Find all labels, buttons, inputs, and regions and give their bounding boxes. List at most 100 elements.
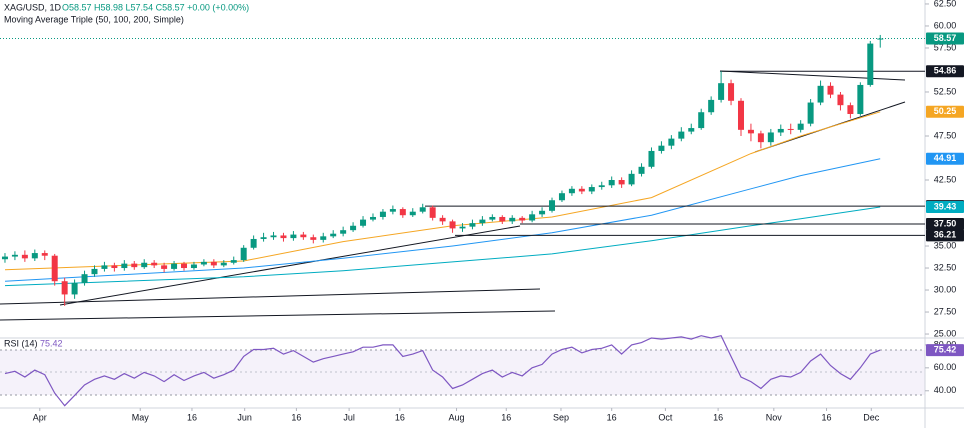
x-tick-label: 16: [291, 412, 301, 422]
candle-body: [399, 209, 406, 216]
candle-body: [857, 84, 864, 114]
rsi-value: 75.42: [40, 338, 63, 348]
candle-body: [529, 214, 536, 221]
x-tick-label: Apr: [33, 412, 47, 422]
y-tick-label: 60.00: [934, 20, 957, 30]
level-label-box: [926, 229, 964, 242]
rsi-title: RSI (14): [4, 338, 38, 348]
candle-body: [300, 234, 307, 238]
candle-body: [807, 102, 814, 124]
candle-body: [51, 255, 58, 282]
candle-body: [469, 223, 476, 227]
candle-body: [678, 131, 685, 139]
candle-body: [847, 105, 854, 114]
y-tick-label: 42.50: [934, 174, 957, 184]
price-pane: 62.50 60.00 57.50 52.50 47.50 42.50 35.00 32.50…: [0, 0, 964, 338]
x-tick-label: 16: [395, 412, 405, 422]
moving-average: [4, 111, 881, 271]
trendline: [0, 288, 541, 305]
rsi-last-label-box: [926, 344, 964, 357]
candle-body: [330, 233, 337, 237]
candle-body: [747, 129, 754, 134]
candle-body: [340, 230, 347, 234]
x-tick-label: 16: [822, 412, 832, 422]
candle-body: [479, 219, 486, 224]
y-tick-label: 47.50: [934, 130, 957, 140]
y-tick-label: 32.50: [934, 262, 957, 272]
candle-body: [718, 83, 725, 100]
candle-body: [131, 263, 138, 268]
x-tick-label: Nov: [766, 412, 783, 422]
candle-body: [439, 217, 446, 222]
y-tick-label: 35.00: [934, 240, 957, 250]
candle-body: [409, 211, 416, 216]
candle-body: [688, 128, 695, 132]
candle-body: [628, 173, 635, 185]
candle-body: [578, 188, 585, 192]
ma-label-box: [926, 152, 964, 165]
candle-body: [31, 253, 38, 259]
candle-body: [658, 145, 665, 151]
candle-body: [777, 128, 784, 133]
y-tick-label: 60.00: [934, 362, 957, 372]
x-tick-label: 16: [607, 412, 617, 422]
y-tick-label: 52.50: [934, 86, 957, 96]
candle-body: [827, 85, 834, 95]
candle-body: [379, 211, 386, 217]
candle-body: [151, 262, 158, 266]
candle-body: [519, 217, 526, 221]
x-tick-label: Jul: [343, 412, 355, 422]
ma-label-box: [926, 201, 964, 214]
ma-label-box: [926, 105, 964, 118]
moving-average: [4, 158, 881, 282]
trendline: [0, 310, 556, 321]
candle-body: [499, 216, 506, 222]
level-label: 54.86: [934, 66, 957, 76]
level-label: 36.21: [934, 230, 957, 240]
candle-body: [310, 237, 317, 240]
last-price-label: 58.57: [934, 33, 957, 43]
candle-body: [698, 112, 705, 129]
candle-body: [618, 180, 625, 185]
trendlines: [0, 70, 906, 321]
trendline: [59, 225, 521, 306]
candle-body: [648, 150, 655, 167]
candle-body: [429, 207, 436, 218]
candle-body: [708, 99, 715, 113]
x-tick-label: Dec: [863, 412, 880, 422]
candle-body: [787, 128, 794, 130]
x-tick-label: 16: [713, 412, 723, 422]
candle-body: [369, 216, 376, 220]
level-label-box: [926, 65, 964, 78]
candle-body: [230, 260, 237, 263]
candle-body: [81, 274, 88, 283]
candle-body: [161, 265, 168, 269]
candle-body: [141, 262, 148, 268]
last-price-label-box: [926, 32, 964, 45]
y-tick-label: 40.00: [934, 385, 957, 395]
candle-body: [549, 200, 556, 211]
candle-body: [61, 281, 68, 295]
candle-body: [598, 185, 605, 188]
ma-label: 50.25: [934, 106, 957, 116]
ma-label: 39.43: [934, 201, 957, 211]
candle-body: [91, 268, 98, 275]
rsi-last-label: 75.42: [934, 345, 957, 355]
candle-body: [568, 188, 575, 194]
candle-body: [11, 254, 18, 257]
x-tick-label: 16: [187, 412, 197, 422]
candle-body: [21, 254, 28, 259]
candle-body: [817, 85, 824, 103]
candle-body: [638, 166, 645, 174]
x-tick-label: May: [132, 412, 150, 422]
x-tick-label: Jun: [237, 412, 252, 422]
x-tick-label: Aug: [449, 412, 465, 422]
candle-body: [250, 238, 257, 248]
candle-body: [121, 263, 128, 269]
candle-body: [320, 236, 327, 240]
y-tick-label: 27.50: [934, 306, 957, 316]
y-tick-label: 62.50: [934, 0, 957, 8]
candle-body: [558, 193, 565, 201]
y-tick-label: 57.50: [934, 42, 957, 52]
